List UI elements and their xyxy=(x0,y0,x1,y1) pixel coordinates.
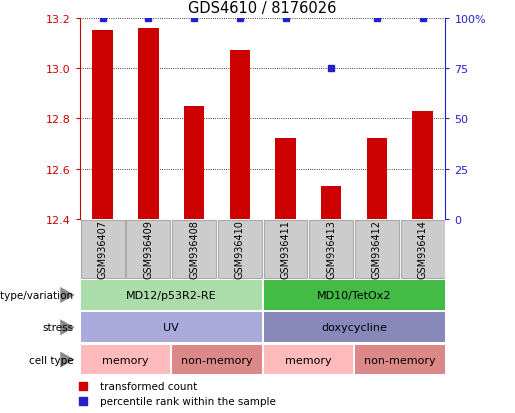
Bar xyxy=(355,221,399,278)
Bar xyxy=(81,345,170,375)
Bar xyxy=(413,112,433,219)
Bar xyxy=(184,107,204,219)
Polygon shape xyxy=(60,351,75,368)
Bar xyxy=(230,51,250,219)
Text: non-memory: non-memory xyxy=(364,355,436,365)
Bar xyxy=(264,280,444,310)
Bar xyxy=(321,187,341,219)
Text: GSM936413: GSM936413 xyxy=(326,220,336,279)
Polygon shape xyxy=(60,320,75,335)
Text: MD12/p53R2-RE: MD12/p53R2-RE xyxy=(126,290,216,300)
Bar xyxy=(401,221,444,278)
Text: GSM936412: GSM936412 xyxy=(372,220,382,279)
Text: memory: memory xyxy=(285,355,332,365)
Text: GSM936411: GSM936411 xyxy=(281,220,290,279)
Text: non-memory: non-memory xyxy=(181,355,253,365)
Text: UV: UV xyxy=(163,323,179,332)
Bar xyxy=(264,313,444,342)
Bar xyxy=(138,28,159,219)
Bar xyxy=(264,345,353,375)
Bar xyxy=(127,221,170,278)
Text: transformed count: transformed count xyxy=(100,381,197,391)
Bar xyxy=(81,313,262,342)
Bar xyxy=(275,139,296,219)
Polygon shape xyxy=(60,287,75,303)
Text: cell type: cell type xyxy=(29,355,74,365)
Bar xyxy=(81,280,262,310)
Text: doxycycline: doxycycline xyxy=(321,323,387,332)
Bar xyxy=(218,221,262,278)
Text: MD10/TetOx2: MD10/TetOx2 xyxy=(317,290,391,300)
Bar xyxy=(81,221,125,278)
Title: GDS4610 / 8176026: GDS4610 / 8176026 xyxy=(188,1,337,16)
Text: memory: memory xyxy=(102,355,149,365)
Text: percentile rank within the sample: percentile rank within the sample xyxy=(100,396,276,406)
Bar xyxy=(264,221,307,278)
Bar xyxy=(355,345,444,375)
Text: GSM936409: GSM936409 xyxy=(143,220,153,279)
Text: genotype/variation: genotype/variation xyxy=(0,290,74,300)
Text: stress: stress xyxy=(43,323,74,332)
Bar xyxy=(92,31,113,219)
Bar xyxy=(310,221,353,278)
Text: GSM936407: GSM936407 xyxy=(98,220,108,279)
Text: GSM936410: GSM936410 xyxy=(235,220,245,279)
Bar xyxy=(172,345,262,375)
Text: GSM936408: GSM936408 xyxy=(189,220,199,279)
Bar xyxy=(172,221,216,278)
Text: GSM936414: GSM936414 xyxy=(418,220,427,279)
Bar xyxy=(367,139,387,219)
